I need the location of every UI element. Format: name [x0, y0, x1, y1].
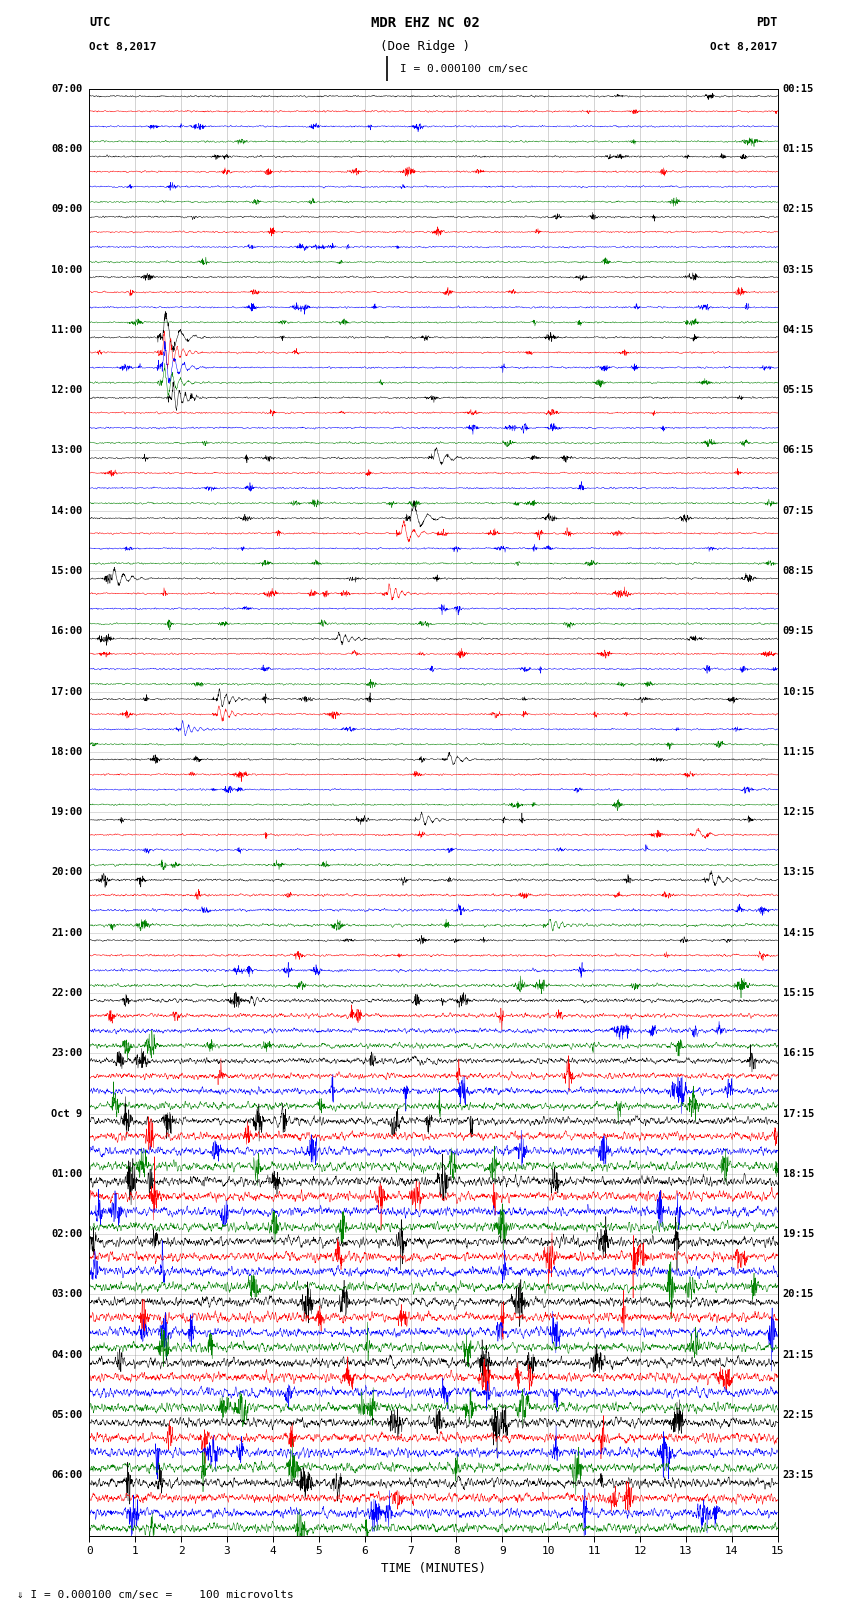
Text: 08:15: 08:15 — [783, 566, 814, 576]
Text: PDT: PDT — [756, 16, 778, 29]
Text: 05:15: 05:15 — [783, 386, 814, 395]
Text: 14:00: 14:00 — [51, 506, 82, 516]
Text: 07:00: 07:00 — [51, 84, 82, 94]
Text: 17:15: 17:15 — [783, 1108, 814, 1118]
Text: UTC: UTC — [89, 16, 110, 29]
Text: Oct 8,2017: Oct 8,2017 — [89, 42, 156, 52]
Text: MDR EHZ NC 02: MDR EHZ NC 02 — [371, 16, 479, 31]
Text: 04:00: 04:00 — [51, 1350, 82, 1360]
Text: 04:15: 04:15 — [783, 324, 814, 336]
Text: 19:00: 19:00 — [51, 806, 82, 818]
Text: 11:00: 11:00 — [51, 324, 82, 336]
Text: ⇓ I = 0.000100 cm/sec =    100 microvolts: ⇓ I = 0.000100 cm/sec = 100 microvolts — [17, 1590, 294, 1600]
Text: 16:15: 16:15 — [783, 1048, 814, 1058]
Text: 17:00: 17:00 — [51, 687, 82, 697]
Text: 13:00: 13:00 — [51, 445, 82, 455]
Text: 10:00: 10:00 — [51, 265, 82, 274]
Text: 23:00: 23:00 — [51, 1048, 82, 1058]
Text: 18:15: 18:15 — [783, 1169, 814, 1179]
Text: 21:15: 21:15 — [783, 1350, 814, 1360]
Text: 22:00: 22:00 — [51, 989, 82, 998]
Text: 15:15: 15:15 — [783, 989, 814, 998]
Text: 00:15: 00:15 — [783, 84, 814, 94]
Text: 12:00: 12:00 — [51, 386, 82, 395]
Text: 06:15: 06:15 — [783, 445, 814, 455]
Text: 14:15: 14:15 — [783, 927, 814, 937]
Text: Oct 9: Oct 9 — [51, 1108, 82, 1118]
Text: 23:15: 23:15 — [783, 1471, 814, 1481]
Text: 15:00: 15:00 — [51, 566, 82, 576]
Text: 03:00: 03:00 — [51, 1289, 82, 1300]
Text: I = 0.000100 cm/sec: I = 0.000100 cm/sec — [400, 63, 528, 74]
Text: 13:15: 13:15 — [783, 868, 814, 877]
Text: Oct 8,2017: Oct 8,2017 — [711, 42, 778, 52]
Text: 16:00: 16:00 — [51, 626, 82, 636]
Text: 09:15: 09:15 — [783, 626, 814, 636]
Text: 12:15: 12:15 — [783, 806, 814, 818]
Text: 11:15: 11:15 — [783, 747, 814, 756]
Text: 01:15: 01:15 — [783, 144, 814, 153]
Text: 09:00: 09:00 — [51, 205, 82, 215]
Text: 22:15: 22:15 — [783, 1410, 814, 1419]
Text: 20:00: 20:00 — [51, 868, 82, 877]
Text: (Doe Ridge ): (Doe Ridge ) — [380, 40, 470, 53]
Text: 10:15: 10:15 — [783, 687, 814, 697]
Text: 01:00: 01:00 — [51, 1169, 82, 1179]
X-axis label: TIME (MINUTES): TIME (MINUTES) — [381, 1561, 486, 1574]
Text: 18:00: 18:00 — [51, 747, 82, 756]
Text: 19:15: 19:15 — [783, 1229, 814, 1239]
Text: 20:15: 20:15 — [783, 1289, 814, 1300]
Text: 06:00: 06:00 — [51, 1471, 82, 1481]
Text: 05:00: 05:00 — [51, 1410, 82, 1419]
Text: 07:15: 07:15 — [783, 506, 814, 516]
Text: 08:00: 08:00 — [51, 144, 82, 153]
Text: 02:00: 02:00 — [51, 1229, 82, 1239]
Text: 21:00: 21:00 — [51, 927, 82, 937]
Text: 03:15: 03:15 — [783, 265, 814, 274]
Text: 02:15: 02:15 — [783, 205, 814, 215]
